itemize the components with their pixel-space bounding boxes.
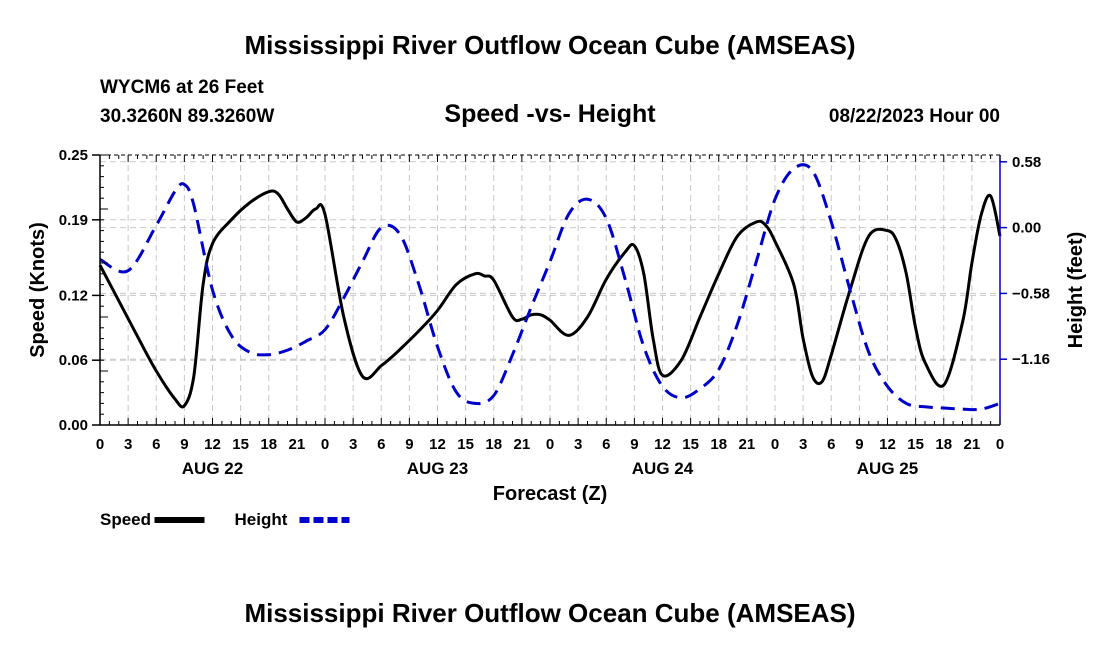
x-tick-label: 15 <box>232 436 249 453</box>
y2-axis-title: Height (feet) <box>1065 232 1087 349</box>
x-tick-label: 15 <box>682 436 699 453</box>
day-label: AUG 25 <box>857 459 918 478</box>
y-tick-label: 0.12 <box>59 287 88 304</box>
day-label: AUG 23 <box>407 459 468 478</box>
x-tick-label: 6 <box>602 436 610 453</box>
y-tick-label: 0.00 <box>59 417 88 434</box>
x-tick-label: 9 <box>855 436 863 453</box>
x-tick-label: 18 <box>485 436 502 453</box>
grid-layer <box>100 155 1000 425</box>
station-label: WYCM6 at 26 Feet <box>100 77 264 98</box>
x-tick-label: 0 <box>96 436 104 453</box>
y2-tick-label: −0.58 <box>1012 285 1050 302</box>
y2-tick-label: 0.58 <box>1012 154 1041 171</box>
x-tick-label: 0 <box>546 436 554 453</box>
coordinates-label: 30.3260N 89.3260W <box>100 106 275 127</box>
day-label: AUG 24 <box>632 459 694 478</box>
x-tick-label: 6 <box>152 436 160 453</box>
x-tick-label: 3 <box>799 436 807 453</box>
x-tick-label: 12 <box>879 436 896 453</box>
legend-label-speed: Speed <box>100 510 151 529</box>
series-line-speed <box>98 189 1002 409</box>
x-tick-label: 18 <box>935 436 952 453</box>
y-tick-label: 0.19 <box>59 212 88 229</box>
y-axis-title: Speed (Knots) <box>27 222 49 358</box>
series-line-height <box>99 163 1001 412</box>
x-tick-label: 9 <box>180 436 188 453</box>
x-tick-label: 3 <box>574 436 582 453</box>
y-tick-label: 0.25 <box>59 147 88 164</box>
main-title: Mississippi River Outflow Ocean Cube (AM… <box>244 30 856 60</box>
x-tick-label: 12 <box>204 436 221 453</box>
x-tick-label: 15 <box>907 436 924 453</box>
x-tick-label: 6 <box>827 436 835 453</box>
x-tick-label: 3 <box>349 436 357 453</box>
x-tick-label: 0 <box>996 436 1004 453</box>
x-axis-title: Forecast (Z) <box>493 483 607 505</box>
series-layer <box>98 163 1002 412</box>
x-tick-label: 9 <box>630 436 638 453</box>
y2-tick-label: −1.16 <box>1012 351 1050 368</box>
x-tick-label: 21 <box>514 436 531 453</box>
y2-tick-label: 0.00 <box>1012 220 1041 237</box>
x-tick-label: 0 <box>771 436 779 453</box>
legend-layer: Speed Height <box>100 510 350 529</box>
labels-layer: 0 3 6 9 12 15 18 21 0 3 6 9 12 15 18 21 0 3 6 9 12 15 18 21 0 3 6 9… <box>27 147 1087 505</box>
day-label: AUG 22 <box>182 459 243 478</box>
repeated-main-title: Mississippi River Outflow Ocean Cube (AM… <box>244 598 856 628</box>
x-tick-label: 9 <box>405 436 413 453</box>
x-tick-label: 15 <box>457 436 474 453</box>
x-tick-label: 21 <box>739 436 756 453</box>
y-tick-label: 0.06 <box>59 352 88 369</box>
x-tick-label: 6 <box>377 436 385 453</box>
frame-layer <box>92 154 1007 426</box>
forecast-datetime: 08/22/2023 Hour 00 <box>828 106 1000 127</box>
x-tick-label: 12 <box>429 436 446 453</box>
legend-label-height: Height <box>235 510 288 529</box>
x-tick-label: 21 <box>289 436 306 453</box>
x-tick-label: 18 <box>710 436 727 453</box>
x-tick-label: 12 <box>654 436 671 453</box>
x-tick-label: 21 <box>964 436 981 453</box>
x-tick-label: 0 <box>321 436 329 453</box>
x-tick-label: 3 <box>124 436 132 453</box>
chart-title: Speed -vs- Height <box>444 100 656 128</box>
x-tick-label: 18 <box>260 436 277 453</box>
